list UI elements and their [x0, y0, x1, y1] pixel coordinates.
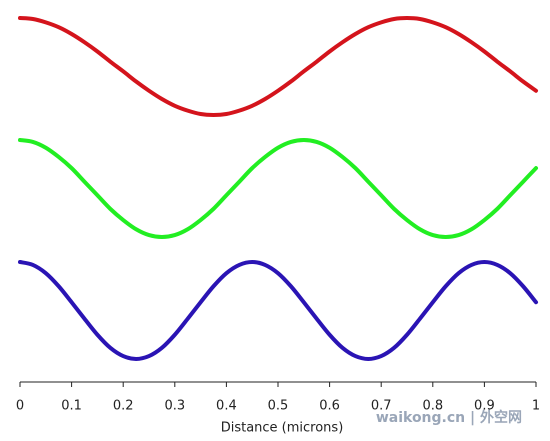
- x-tick-label: 0.8: [422, 399, 443, 414]
- x-tick-label: 0.9: [474, 399, 495, 414]
- x-axis-label: Distance (microns): [221, 421, 344, 436]
- x-tick-label: 0: [16, 399, 24, 414]
- watermark: waikong.cn | 外空网: [376, 409, 522, 426]
- x-tick-label: 0.2: [113, 399, 134, 414]
- x-tick-label: 0.6: [319, 399, 340, 414]
- x-tick-label: 1: [532, 399, 540, 414]
- x-tick-label: 0.1: [61, 399, 82, 414]
- x-tick-label: 0.3: [164, 399, 185, 414]
- x-tick-label: 0.7: [371, 399, 392, 414]
- wave-line: [18, 259, 538, 362]
- wave-line: [18, 15, 538, 118]
- x-tick-label: 0.5: [268, 399, 289, 414]
- x-tick-label: 0.4: [216, 399, 237, 414]
- wave-line: [18, 137, 538, 240]
